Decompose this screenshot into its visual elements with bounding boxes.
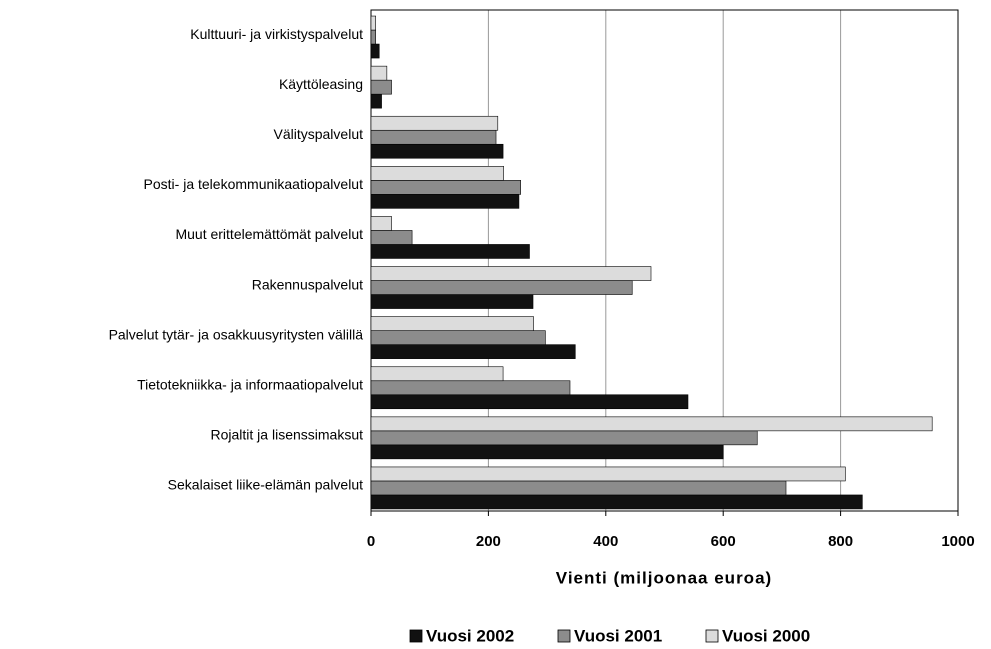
legend-label: Vuosi 2002	[426, 626, 514, 645]
x-axis-title: Vienti (miljoonaa euroa)	[556, 568, 772, 587]
bar	[370, 330, 546, 345]
legend-swatch	[705, 629, 719, 643]
bar	[370, 244, 530, 259]
bar	[370, 29, 376, 45]
x-tick-label: 800	[828, 533, 853, 550]
y-tick-label: Posti- ja telekommunikaatiopalvelut	[144, 176, 364, 192]
bar	[370, 380, 571, 396]
bar	[370, 43, 380, 59]
bar	[370, 366, 504, 382]
plot-frame	[370, 9, 959, 512]
bar	[370, 430, 758, 446]
bar	[370, 416, 933, 432]
bar	[370, 93, 382, 109]
bar	[370, 166, 504, 181]
y-tick-label: Kulttuuri- ja virkistyspalvelut	[190, 26, 363, 42]
bar	[370, 115, 499, 131]
bar	[370, 230, 413, 245]
bar	[370, 316, 534, 331]
bar	[370, 216, 392, 231]
x-tick-label: 0	[367, 533, 375, 550]
x-tick-label: 400	[593, 533, 618, 550]
legend-swatch	[557, 629, 571, 643]
bar	[370, 480, 787, 496]
bar	[370, 466, 846, 482]
x-tick-label: 1000	[941, 533, 974, 550]
y-tick-label: Muut erittelemättömät palvelut	[175, 226, 363, 242]
bar	[370, 394, 689, 410]
bar	[370, 280, 633, 295]
y-tick-label: Rojaltit ja lisenssimaksut	[211, 427, 364, 443]
legend-label: Vuosi 2000	[722, 626, 810, 645]
bar	[370, 266, 652, 281]
y-tick-label: Rakennuspalvelut	[252, 276, 363, 292]
y-tick-label: Käyttöleasing	[279, 76, 363, 92]
bar	[370, 15, 376, 31]
bar	[370, 494, 863, 510]
legend-swatch	[409, 629, 423, 643]
bar	[370, 143, 504, 159]
y-tick-label: Tietotekniikka- ja informaatiopalvelut	[137, 376, 363, 392]
bar	[370, 180, 521, 195]
x-tick-label: 200	[476, 533, 501, 550]
y-tick-label: Sekalaiset liike-elämän palvelut	[168, 477, 363, 493]
legend-label: Vuosi 2001	[574, 626, 662, 645]
bar	[370, 194, 520, 209]
y-tick-label: Palvelut tytär- ja osakkuusyritysten väl…	[109, 326, 364, 342]
x-tick-label: 600	[711, 533, 736, 550]
bar	[370, 65, 388, 81]
bar	[370, 344, 576, 359]
bar	[370, 444, 724, 460]
bar	[370, 79, 392, 95]
bar	[370, 294, 534, 309]
bar	[370, 129, 497, 145]
y-tick-label: Välityspalvelut	[274, 126, 364, 142]
